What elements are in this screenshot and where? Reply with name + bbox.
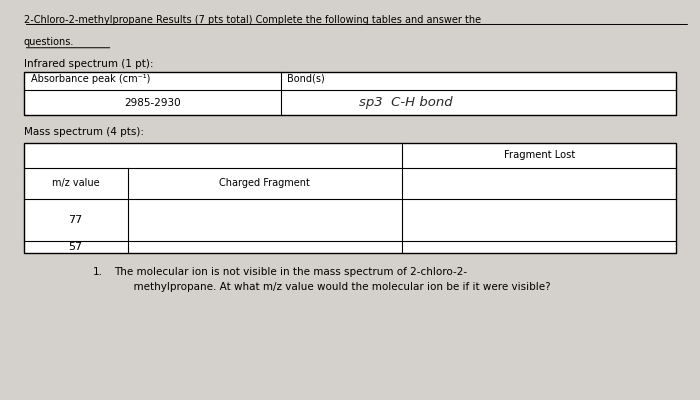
Text: 57: 57 — [69, 242, 83, 252]
Text: Mass spectrum (4 pts):: Mass spectrum (4 pts): — [24, 127, 144, 137]
Text: 1.: 1. — [93, 267, 103, 277]
Text: 2985-2930: 2985-2930 — [124, 98, 181, 108]
Text: 77: 77 — [69, 215, 83, 225]
Text: Bond(s): Bond(s) — [288, 74, 326, 84]
Bar — [24, 72, 676, 115]
Text: 2-Chloro-2-methylpropane Results (7 pts total) Complete the following tables and: 2-Chloro-2-methylpropane Results (7 pts … — [24, 15, 481, 25]
Text: Charged Fragment: Charged Fragment — [220, 178, 310, 188]
Text: m/z value: m/z value — [52, 178, 99, 188]
Text: The molecular ion is not visible in the mass spectrum of 2-chloro-2-
      methy: The molecular ion is not visible in the … — [114, 267, 550, 292]
Bar — [24, 143, 676, 253]
Text: questions.: questions. — [24, 38, 74, 48]
Text: Infrared spectrum (1 pt):: Infrared spectrum (1 pt): — [24, 59, 153, 69]
Text: Fragment Lost: Fragment Lost — [503, 150, 575, 160]
Text: Absorbance peak (cm⁻¹): Absorbance peak (cm⁻¹) — [31, 74, 150, 84]
Text: sp3  C-H bond: sp3 C-H bond — [358, 96, 452, 109]
